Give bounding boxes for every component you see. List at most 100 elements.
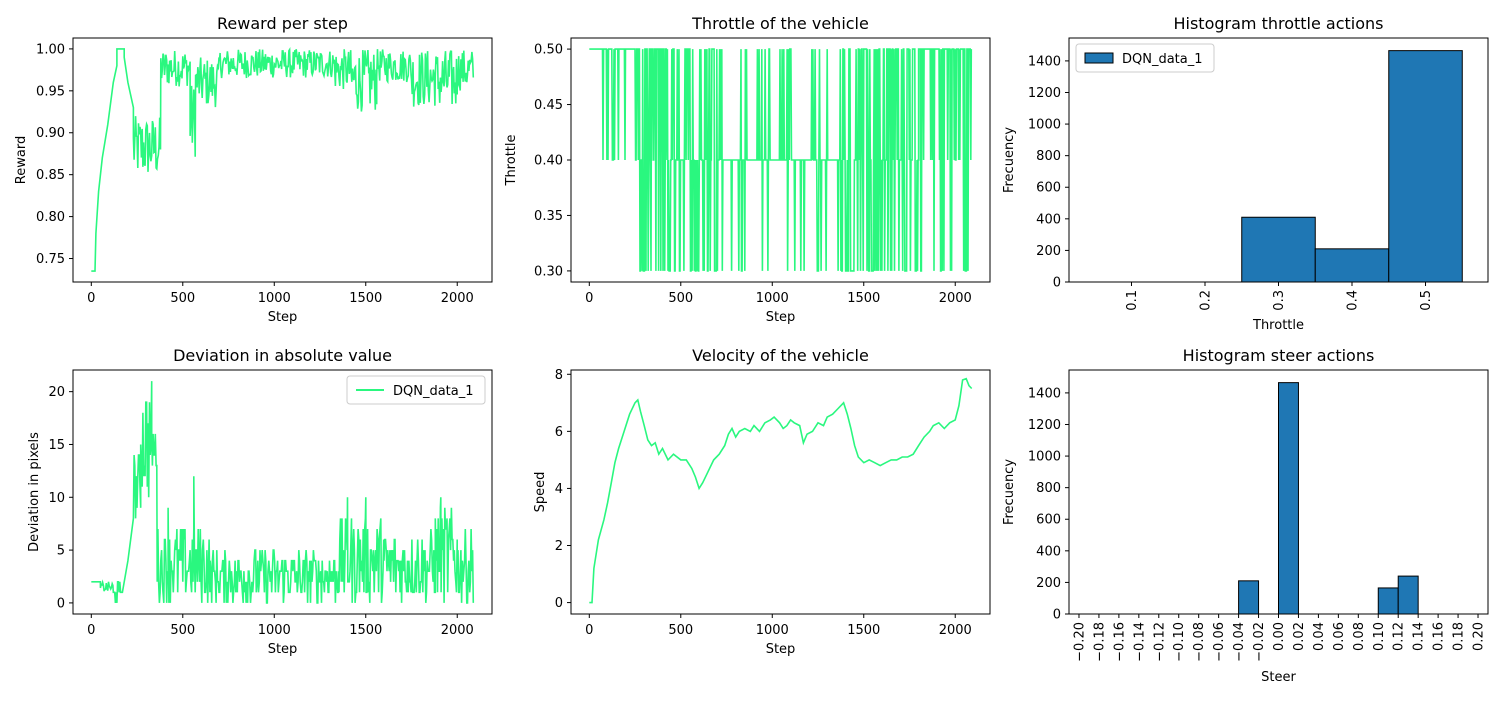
y-tick-label: 1.00	[36, 42, 65, 57]
y-tick-label: 1200	[1028, 86, 1061, 101]
x-tick-label: −0.06	[1212, 622, 1227, 662]
y-tick-label: 20	[48, 385, 65, 400]
y-axis-label: Frecuency	[1002, 127, 1017, 193]
x-tick-label: 2000	[939, 623, 972, 638]
x-tick-label: 0	[87, 291, 95, 306]
x-tick-label: 2000	[939, 291, 972, 306]
y-tick-label: 0.95	[36, 84, 65, 99]
x-tick-label: 0.10	[1372, 622, 1387, 651]
histogram-bar	[1242, 217, 1316, 282]
plot-area	[91, 381, 473, 603]
y-tick-label: 0.75	[36, 252, 65, 267]
y-tick-label: 6	[555, 425, 563, 440]
chart-throttle: Throttle of the vehicle 0 500 1000 1500 2000 0…	[504, 14, 990, 325]
legend-label: DQN_data_1	[393, 384, 474, 399]
x-tick-label: −0.10	[1172, 622, 1187, 662]
x-tick-label: 1500	[847, 291, 880, 306]
x-tick-label: 0.14	[1412, 622, 1427, 651]
x-axis-label: Step	[268, 310, 298, 325]
x-tick-label: −0.20	[1072, 622, 1087, 662]
x-tick-label: 1500	[349, 291, 382, 306]
y-tick-label: 0.35	[534, 209, 563, 224]
x-tick-label: −0.18	[1092, 622, 1107, 662]
y-axis-label: Speed	[533, 472, 548, 513]
x-tick-label: 0.02	[1292, 622, 1307, 651]
y-tick-label: 4	[555, 482, 563, 497]
y-axis-label: Frecuency	[1002, 459, 1017, 525]
x-tick-label: 1000	[756, 623, 789, 638]
y-tick-label: 0.90	[36, 126, 65, 141]
y-tick-label: 1400	[1028, 54, 1061, 69]
chart-title: Histogram throttle actions	[1173, 14, 1383, 33]
y-tick-label: 0.40	[534, 154, 563, 169]
x-tick-label: 0.16	[1432, 622, 1447, 651]
y-tick-label: 800	[1036, 149, 1061, 164]
x-axis-label: Steer	[1261, 670, 1296, 685]
histogram-bar	[1389, 51, 1463, 282]
y-tick-label: 10	[48, 491, 65, 506]
series-line-0	[589, 49, 971, 271]
x-tick-label: 0.18	[1452, 622, 1467, 651]
chart-title: Velocity of the vehicle	[692, 346, 869, 365]
x-tick-label: 0	[87, 623, 95, 638]
x-tick-label: 0.2	[1198, 290, 1213, 311]
x-tick-label: 500	[170, 291, 195, 306]
series-line-0	[91, 49, 473, 271]
legend: DQN_data_1	[347, 376, 485, 404]
x-tick-label: 1000	[258, 291, 291, 306]
histogram-bar	[1378, 588, 1398, 614]
x-tick-label: 0	[585, 291, 593, 306]
x-tick-label: 0.4	[1346, 290, 1361, 311]
x-tick-label: −0.08	[1192, 622, 1207, 662]
plot-area	[589, 49, 971, 271]
x-tick-label: 0.08	[1352, 622, 1367, 651]
chart-title: Histogram steer actions	[1183, 346, 1375, 365]
x-tick-label: 2000	[441, 623, 474, 638]
x-tick-label: 1000	[258, 623, 291, 638]
y-tick-label: 0.30	[534, 264, 563, 279]
y-tick-label: 8	[555, 368, 563, 383]
chart-title: Throttle of the vehicle	[691, 14, 869, 33]
plot-area	[1095, 51, 1463, 282]
y-tick-label: 5	[57, 544, 65, 559]
x-tick-label: −0.02	[1252, 622, 1267, 662]
x-tick-label: 2000	[441, 291, 474, 306]
plot-area	[589, 379, 971, 603]
y-tick-label: 15	[48, 438, 65, 453]
x-tick-label: 0.00	[1272, 622, 1287, 651]
plot-area	[1079, 383, 1478, 614]
histogram-bar	[1279, 383, 1299, 614]
x-tick-label: 0.12	[1392, 622, 1407, 651]
y-tick-label: 0.85	[36, 168, 65, 183]
y-tick-label: 400	[1036, 544, 1061, 559]
y-axis-label: Throttle	[504, 135, 519, 187]
x-tick-label: 1500	[349, 623, 382, 638]
y-axis-label: Reward	[14, 136, 29, 184]
y-tick-label: 800	[1036, 481, 1061, 496]
y-tick-label: 0.45	[534, 98, 563, 113]
x-axis-label: Step	[268, 642, 298, 657]
x-tick-label: 1000	[756, 291, 789, 306]
x-tick-label: −0.12	[1152, 622, 1167, 662]
x-axis-label: Step	[766, 310, 796, 325]
x-tick-label: 500	[668, 623, 693, 638]
y-axis-label: Deviation in pixels	[27, 432, 42, 552]
histogram-bar	[1239, 581, 1259, 614]
x-tick-label: 500	[668, 291, 693, 306]
x-tick-label: 0.1	[1125, 290, 1140, 311]
chart-hist-steer: Histogram steer actions−0.20−0.18−0.16−0…	[1002, 346, 1488, 685]
series-line-0	[589, 379, 971, 603]
axes-frame	[73, 38, 492, 282]
y-tick-label: 1400	[1028, 386, 1061, 401]
y-tick-label: 0.80	[36, 210, 65, 225]
histogram-bar	[1398, 576, 1418, 614]
x-tick-label: 0.20	[1472, 622, 1487, 651]
x-axis-label: Throttle	[1252, 318, 1304, 333]
series-line-0	[91, 381, 473, 603]
